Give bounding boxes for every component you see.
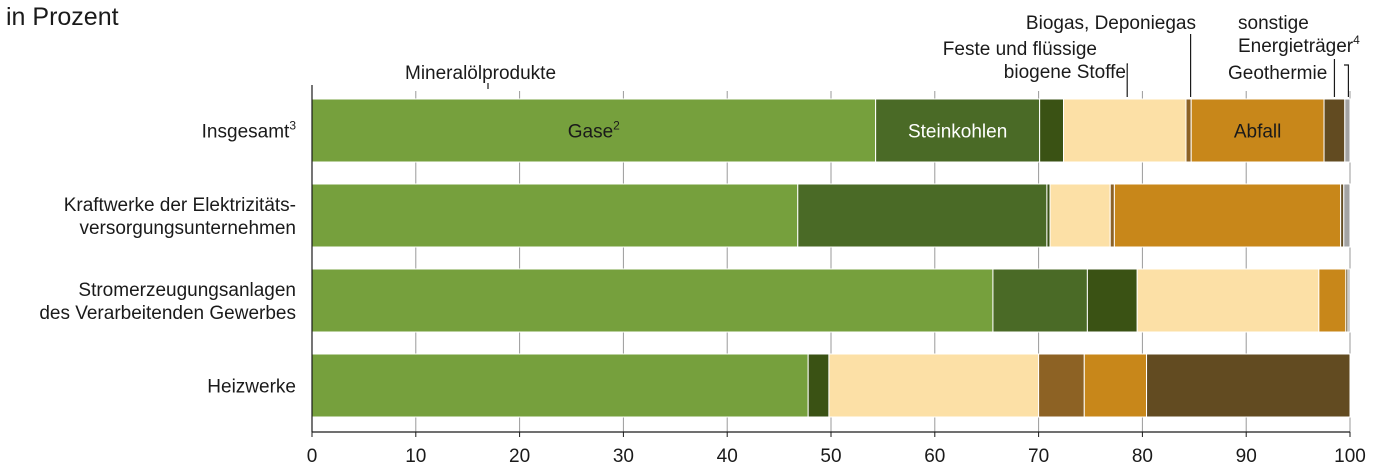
bar-label: Steinkohlen [908,122,1007,143]
annotation-label: Energieträger4 [1238,33,1360,57]
x-tick-label: 70 [1028,446,1049,466]
leader-line [1344,64,1350,97]
bar-segment [1083,353,1148,418]
annotation-label: Feste und flüssige [943,39,1097,60]
bar-segment [311,353,809,418]
bar-segment [1343,183,1351,248]
x-tick-label: 80 [1132,446,1153,466]
bar-segment [828,353,1040,418]
annotation-label: Mineralölprodukte [405,63,556,84]
bar-labels: Gase2 Steinkohlen Abfall [568,119,1282,143]
x-tick-label: 20 [509,446,530,466]
category-label: Kraftwerke der Elektrizitäts- [64,195,296,216]
bar-label: Abfall [1234,122,1282,143]
bar-label: Gase2 [568,119,620,143]
category-label: des Verarbeitenden Gewerbes [39,303,296,324]
bar-segment [1113,183,1342,248]
bar-segment [1323,98,1346,163]
bar-segment [1185,98,1192,163]
bar-segment [1318,268,1347,333]
bar-segment [1136,268,1320,333]
bar-segment [797,183,1048,248]
x-tick-label: 50 [820,446,841,466]
bar-segment [1049,183,1111,248]
bar-segment [992,268,1088,333]
x-tick-label: 60 [924,446,945,466]
bar-segment [311,183,799,248]
annotation-label: biogene Stoffe [1004,62,1126,83]
bar-segment [1039,98,1065,163]
category-label: Heizwerke [207,377,296,398]
x-tick-label: 0 [307,446,318,466]
bar-segment [311,268,994,333]
bar-segment [1146,353,1351,418]
x-tick-label: 90 [1236,446,1257,466]
bar-segment [1109,183,1115,248]
annotation-label: sonstige [1238,13,1309,34]
bar-segment [1086,268,1138,333]
x-tick-label: 10 [405,446,426,466]
bar-segment [807,353,830,418]
x-tick-label: 30 [613,446,634,466]
annotations: Mineralölprodukte Feste und flüssigebioge… [405,13,1360,97]
leader-line [1126,63,1128,97]
x-tick-label: 100 [1334,446,1366,466]
annotation-label: Geothermie [1228,63,1327,84]
bar-segment [1347,268,1351,333]
x-tick-label: 40 [717,446,738,466]
chart-subtitle: in Prozent [6,3,119,31]
bar-segment [1063,98,1187,163]
bars [311,98,1351,418]
category-label: versorgungsunternehmen [79,218,296,239]
category-label: Insgesamt3 [202,119,297,143]
bar-segment [875,98,1041,163]
category-label: Stromerzeugungsanlagen [78,280,296,301]
category-labels: Insgesamt3 Kraftwerke der Elektrizitäts-v… [39,119,296,398]
bar-segment [1038,353,1085,418]
annotation-label: Biogas, Deponiegas [1026,13,1196,34]
bar-segment [1190,98,1325,163]
x-axis: 0 10 20 30 40 50 60 70 80 90 100 [307,85,1366,466]
bar-segment [1344,98,1351,163]
